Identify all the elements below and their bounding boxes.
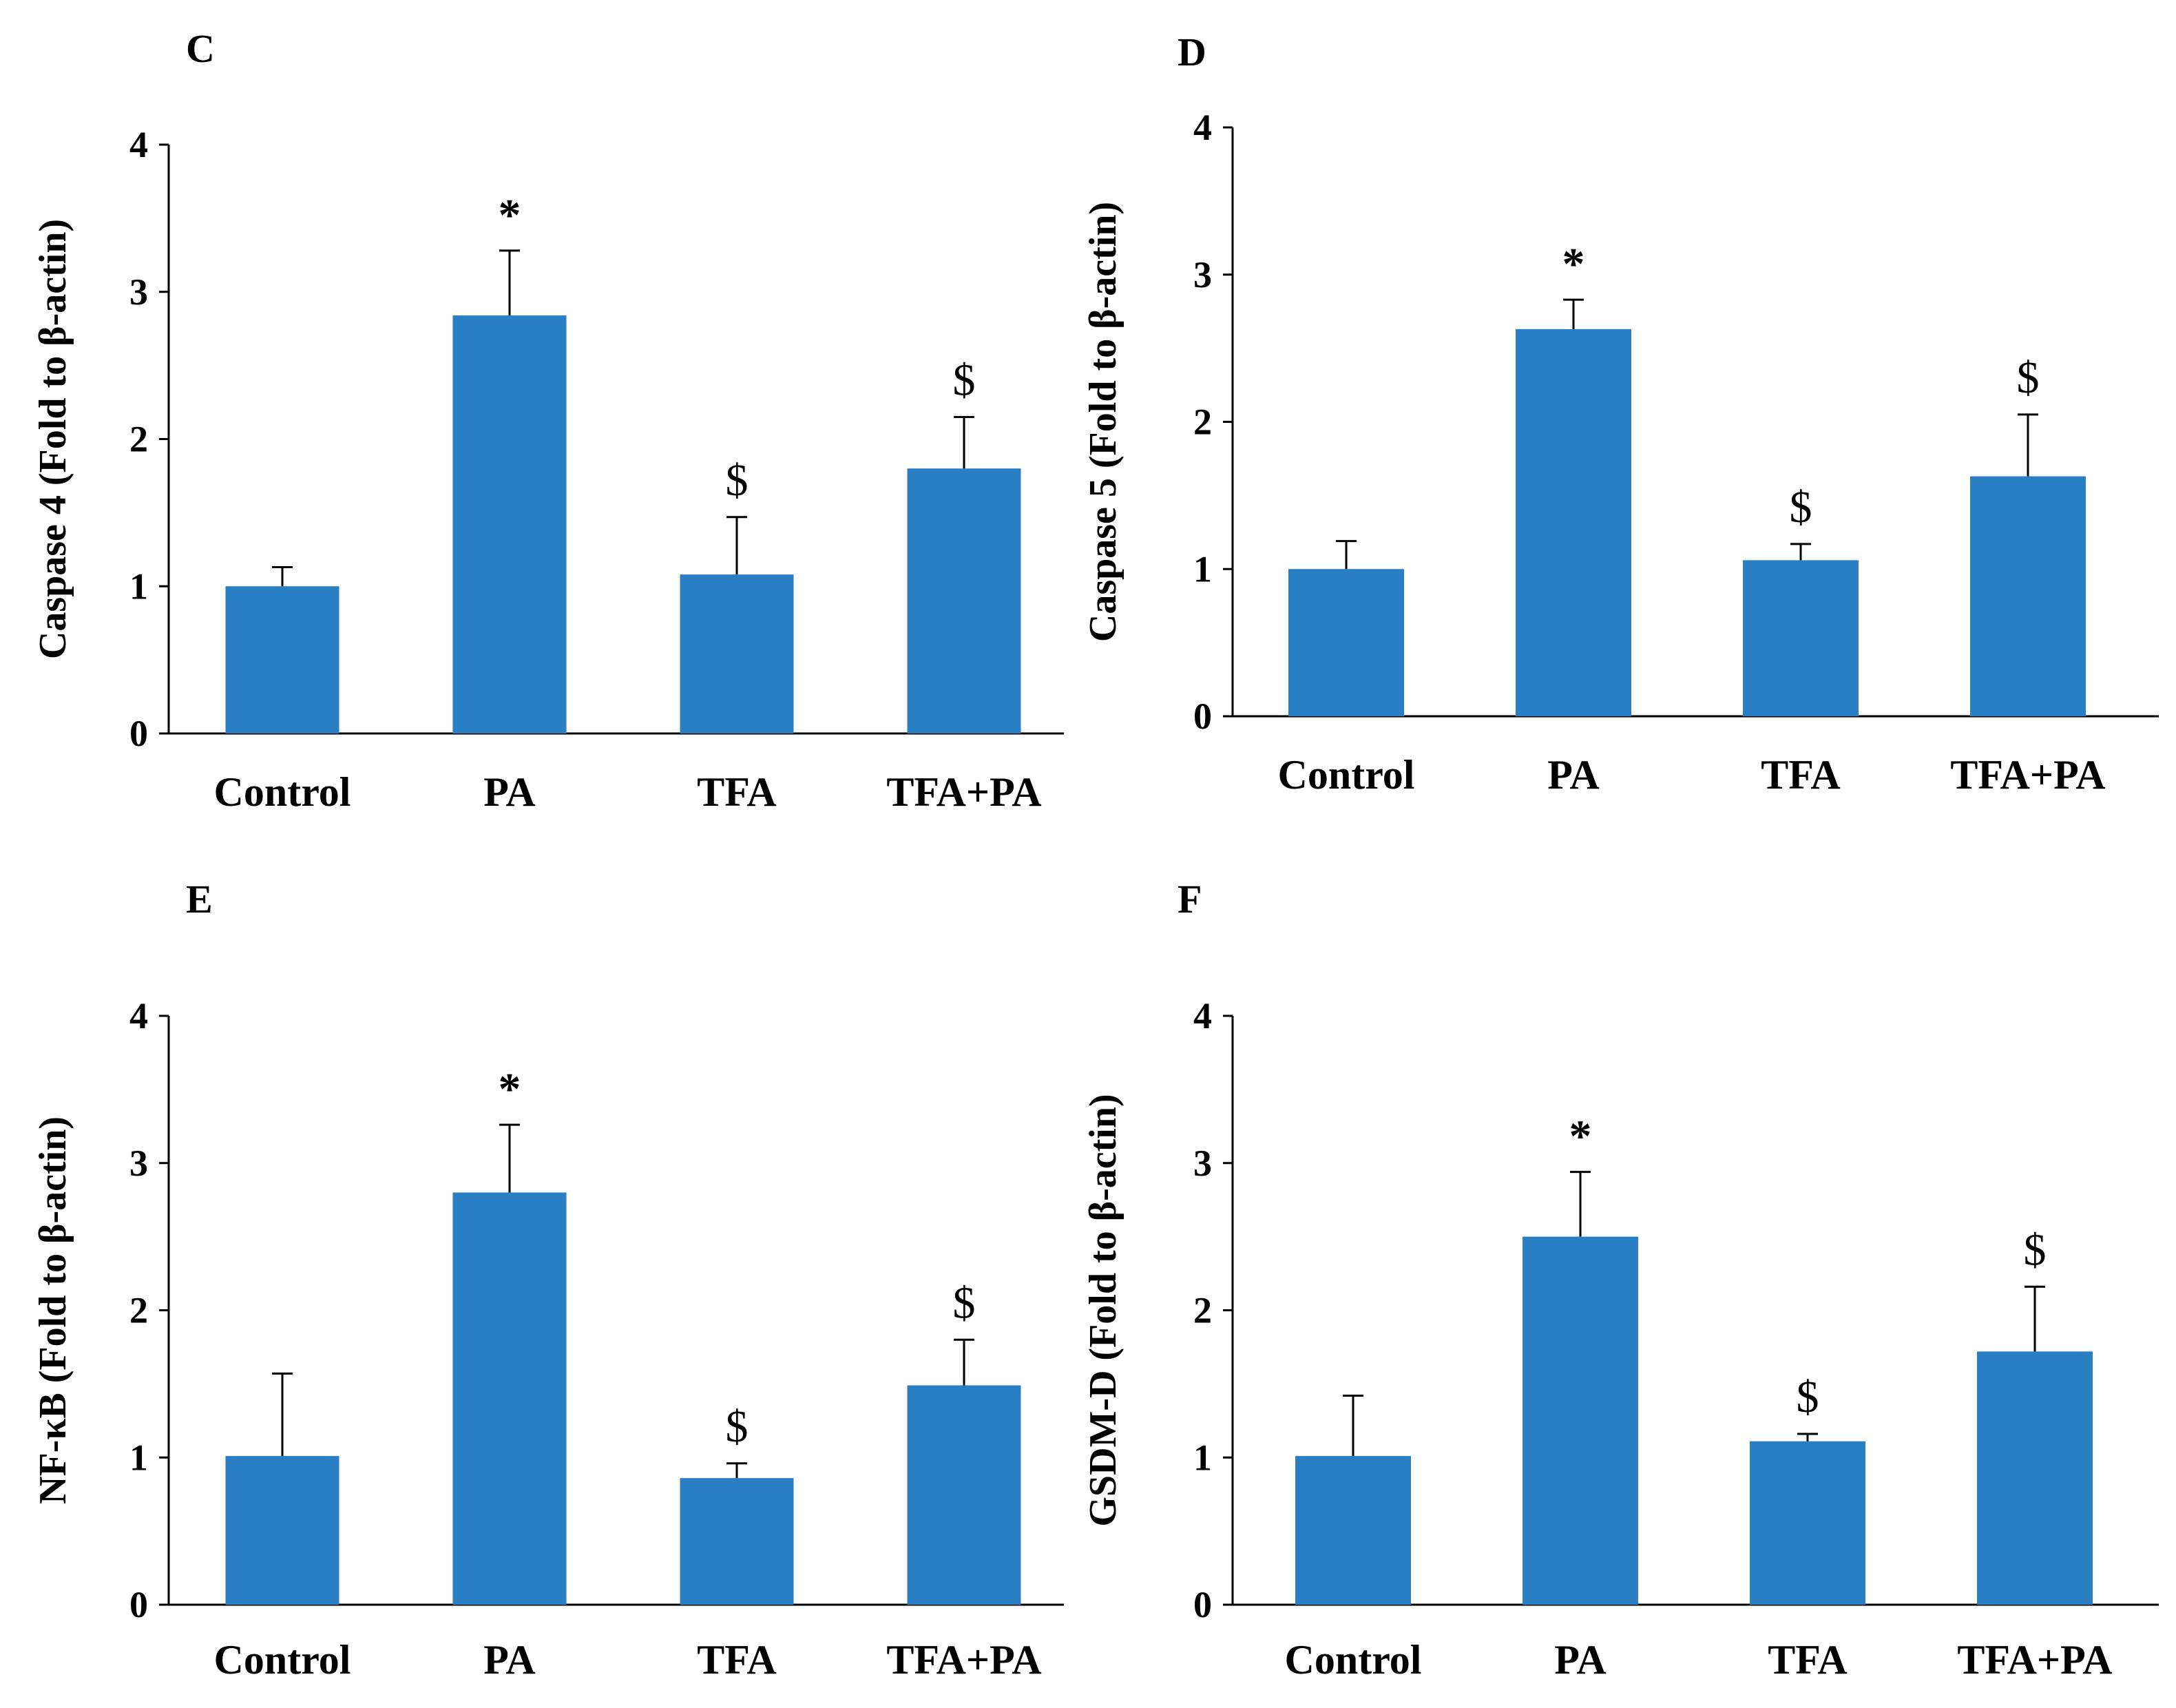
- y-tick-label: 3: [129, 271, 148, 313]
- significance-dollar: $: [726, 1402, 749, 1452]
- y-tick-label: 0: [1193, 1584, 1212, 1625]
- significance-star: *: [499, 190, 521, 240]
- significance-dollar: $: [953, 355, 976, 405]
- x-category-label: TFA: [1761, 752, 1841, 798]
- bar-tfa-plus-pa: [907, 468, 1021, 733]
- bar-tfa-plus-pa: [1970, 476, 2086, 716]
- y-tick-label: 1: [1193, 1437, 1212, 1478]
- panel-letter: F: [1178, 877, 1202, 921]
- significance-dollar: $: [1790, 482, 1812, 532]
- bar-control: [1288, 569, 1404, 716]
- chart-panel-d: D 0 1 2 3 4 Caspase 5 (Fold to β-actin) Control…: [1082, 30, 2159, 798]
- x-category-label: TFA+PA: [1950, 752, 2105, 798]
- significance-dollar: $: [953, 1278, 976, 1328]
- panel-letter: D: [1178, 30, 1206, 74]
- panel-letter: C: [186, 26, 215, 71]
- bar-tfa-plus-pa: [1977, 1351, 2093, 1605]
- bar-tfa: [680, 574, 794, 733]
- bar-pa: [1523, 1236, 1638, 1605]
- x-category-label: TFA: [1768, 1637, 1848, 1683]
- y-tick-label: 4: [129, 995, 148, 1037]
- significance-dollar: $: [1797, 1372, 1819, 1422]
- x-category-label: Control: [1285, 1637, 1422, 1683]
- bar-tfa: [1750, 1441, 1865, 1605]
- x-category-label: PA: [1554, 1637, 1607, 1683]
- significance-star: *: [499, 1064, 521, 1114]
- x-category-label: TFA: [697, 1637, 777, 1683]
- x-category-label: TFA+PA: [886, 769, 1041, 815]
- bar-control: [225, 586, 339, 733]
- bar-pa: [452, 315, 567, 733]
- y-tick-label: 4: [1193, 107, 1212, 148]
- y-tick-label: 0: [1193, 696, 1212, 737]
- y-tick-label: 2: [129, 419, 148, 460]
- y-tick-label: 1: [1193, 548, 1212, 590]
- y-tick-label: 3: [1193, 254, 1212, 295]
- y-axis-label: Caspase 5 (Fold to β-actin): [1082, 202, 1124, 642]
- significance-dollar: $: [2017, 353, 2040, 403]
- y-tick-label: 3: [129, 1143, 148, 1184]
- y-tick-label: 2: [1193, 402, 1212, 443]
- y-tick-label: 1: [129, 1437, 148, 1478]
- y-tick-label: 2: [1193, 1290, 1212, 1331]
- bar-tfa: [680, 1478, 794, 1605]
- y-tick-label: 4: [129, 124, 148, 165]
- bar-pa: [452, 1192, 567, 1605]
- x-category-label: TFA+PA: [1957, 1637, 2112, 1683]
- y-axis-label: GSDM-D (Fold to β-actin): [1082, 1094, 1124, 1526]
- y-tick-label: 1: [129, 565, 148, 607]
- bar-tfa-plus-pa: [907, 1385, 1021, 1605]
- x-category-label: Control: [214, 769, 351, 815]
- bar-pa: [1516, 329, 1631, 716]
- y-tick-label: 2: [129, 1290, 148, 1331]
- y-tick-label: 4: [1193, 995, 1212, 1037]
- x-category-label: PA: [1547, 752, 1600, 798]
- y-axis-label: NF-κB (Fold to β-actin): [32, 1116, 74, 1504]
- x-category-label: PA: [483, 1637, 536, 1683]
- y-tick-label: 3: [1193, 1143, 1212, 1184]
- x-category-label: Control: [1278, 752, 1415, 798]
- significance-dollar: $: [2024, 1225, 2047, 1275]
- significance-star: *: [1562, 239, 1585, 289]
- x-category-label: Control: [214, 1637, 351, 1683]
- significance-dollar: $: [726, 455, 749, 506]
- bar-control: [225, 1456, 339, 1605]
- bar-control: [1295, 1456, 1411, 1605]
- chart-panel-c: C 0 1 2 3 4 Caspase 4 (Fold to β-actin) Control…: [32, 26, 1064, 815]
- x-category-label: PA: [483, 769, 536, 815]
- x-category-label: TFA+PA: [886, 1637, 1041, 1683]
- y-tick-label: 0: [129, 713, 148, 754]
- bar-tfa: [1743, 560, 1859, 716]
- x-category-label: TFA: [697, 769, 777, 815]
- y-tick-label: 0: [129, 1584, 148, 1625]
- significance-star: *: [1569, 1112, 1592, 1162]
- chart-panel-f: F 0 1 2 3 4 GSDM-D (Fold to β-actin) Control * PA…: [1082, 877, 2159, 1683]
- chart-panel-e: E 0 1 2 3 4 NF-κB (Fold to β-actin) Control * PA $…: [32, 877, 1064, 1683]
- panel-letter: E: [186, 877, 213, 921]
- y-axis-label: Caspase 4 (Fold to β-actin): [32, 219, 74, 659]
